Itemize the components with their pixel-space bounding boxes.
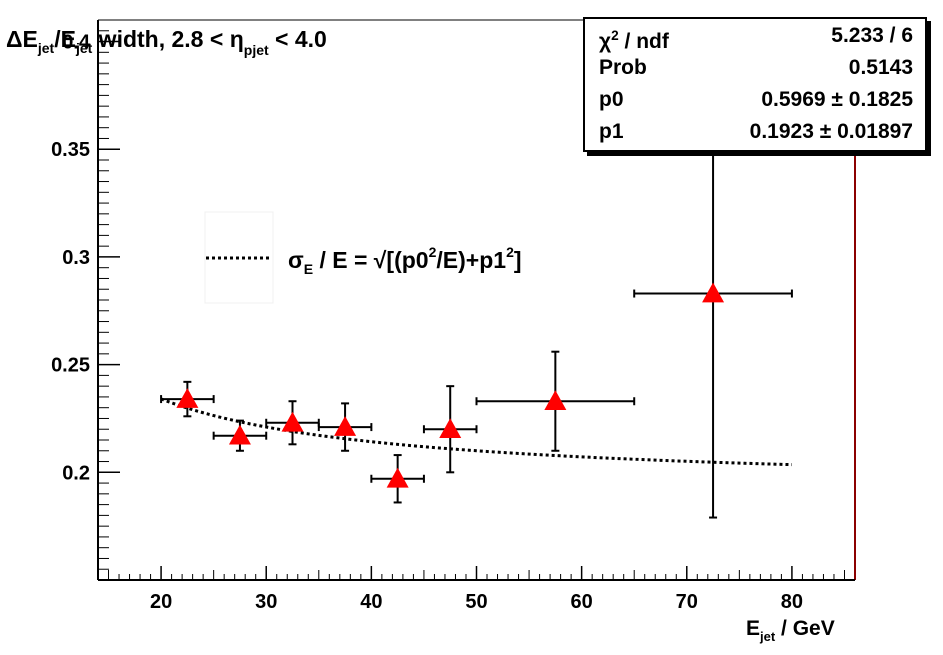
stats-label-chi2: χ2 / ndf [599, 28, 669, 53]
triangle-marker [334, 416, 357, 436]
fit-stats-box: χ2 / ndf 5.233 / 6 Prob 0.5143 p0 0.5969… [583, 17, 927, 152]
stats-value-p0: 0.5969 ± 0.1825 [761, 88, 913, 111]
x-tick-label: 60 [571, 591, 593, 613]
x-axis-label: Ejet / GeV [746, 617, 835, 644]
data-point [317, 402, 373, 452]
stats-value-prob: 0.5143 [848, 56, 913, 79]
triangle-marker [544, 390, 567, 411]
stats-row-p0: p0 0.5969 ± 0.1825 [599, 85, 913, 115]
x-tick-label: 20 [150, 591, 172, 613]
axes: 20 30 40 50 60 70 80 0.2 0.25 0.3 0.35 0.4 [51, 19, 845, 613]
stats-row-p1: p1 0.1923 ± 0.01897 [599, 117, 913, 147]
x-tick-label: 30 [255, 591, 277, 613]
stats-row-prob: Prob 0.5143 [599, 53, 913, 83]
y-tick-label: 0.25 [51, 355, 90, 377]
triangle-marker [702, 282, 725, 303]
triangle-marker [228, 424, 251, 445]
x-tick-label: 50 [465, 591, 487, 613]
data-point [370, 454, 425, 504]
triangle-marker [176, 388, 199, 408]
stats-label-p0: p0 [599, 88, 624, 111]
data-point [160, 380, 215, 418]
triangle-marker [439, 418, 462, 439]
y-tick-label: 0.3 [62, 247, 90, 269]
fit-curve [160, 397, 792, 467]
x-tick-label: 80 [781, 591, 803, 613]
legend-box [204, 211, 274, 304]
data-point [212, 419, 268, 452]
stats-label-p1: p1 [599, 120, 624, 143]
data-point [475, 350, 636, 452]
legend: σE / E = √[(p02/E)+p12] [204, 211, 522, 304]
stats-row-chi2: χ2 / ndf 5.233 / 6 [599, 21, 913, 53]
stats-value-p1: 0.1923 ± 0.01897 [749, 120, 913, 143]
y-tick-label: 0.2 [62, 462, 90, 484]
legend-label: σE / E = √[(p02/E)+p12] [288, 244, 522, 277]
stats-label-prob: Prob [599, 56, 647, 79]
y-tick-label: 0.35 [51, 139, 90, 161]
data-point [422, 385, 478, 474]
chart-title: ΔEjet/Ejet width, 2.8 < ηpjet < 4.0 [6, 26, 327, 58]
y-tick-label: 0.4 [62, 32, 91, 54]
triangle-marker [386, 467, 409, 488]
triangle-marker [281, 411, 304, 432]
x-tick-label: 70 [676, 591, 698, 613]
stats-value-chi2: 5.233 / 6 [831, 24, 913, 47]
x-tick-label: 40 [360, 591, 382, 613]
data-point [265, 400, 320, 446]
fit-line [160, 397, 792, 467]
